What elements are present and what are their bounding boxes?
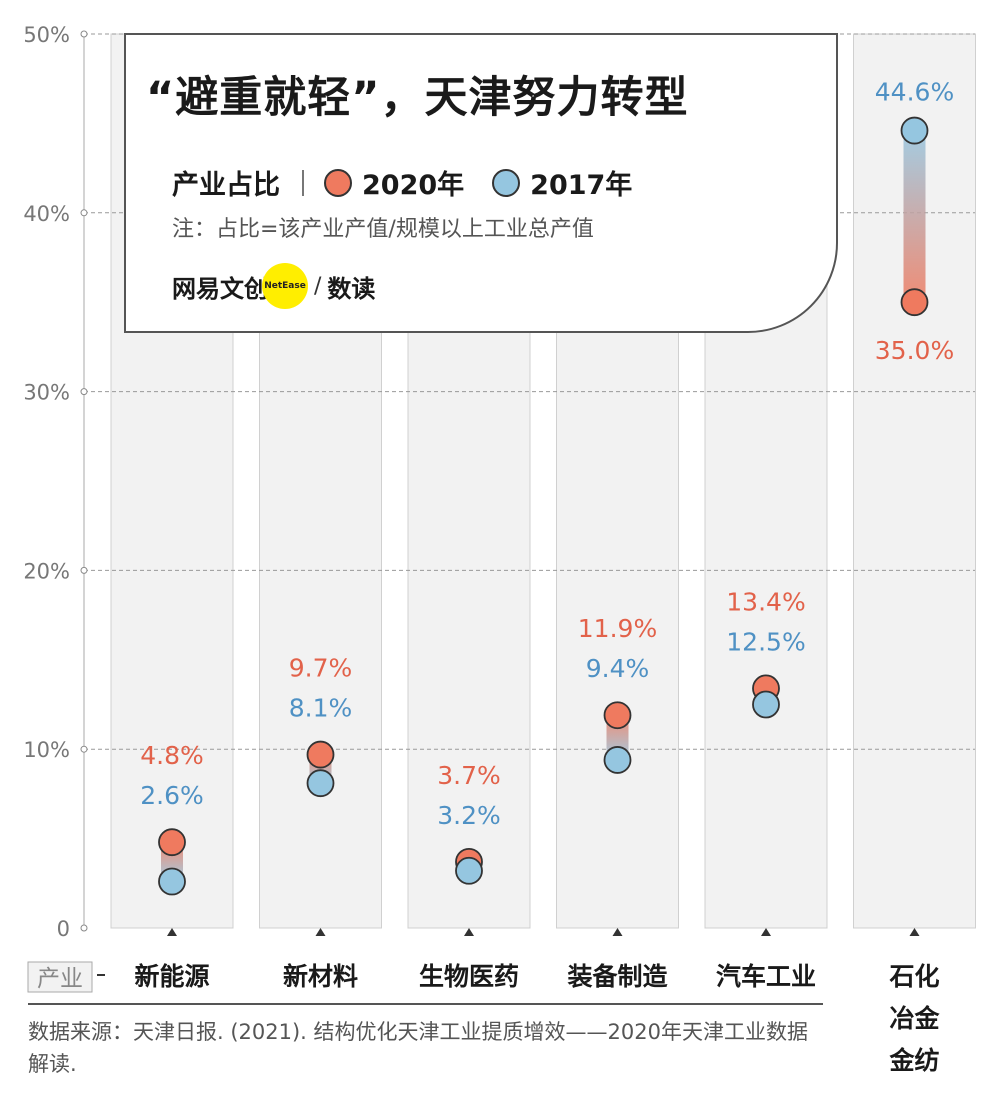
point-2020 — [158, 828, 186, 857]
brand: 网易文创 NetEase / 数读 — [172, 263, 375, 309]
legend-item-2017: 2017年 — [492, 163, 632, 202]
y-tick-marker — [80, 209, 88, 217]
chart-note: 注：占比=该产业产值/规模以上工业总产值 — [172, 217, 594, 242]
point-2017 — [752, 690, 780, 719]
point-2020 — [603, 701, 632, 730]
y-tick-label: 50% — [23, 23, 70, 47]
connector-band — [903, 130, 926, 303]
data-label-2017: 9.4% — [586, 654, 650, 683]
data-label-2020: 11.9% — [578, 614, 657, 643]
netease-logo: NetEase — [262, 263, 308, 309]
y-tick-marker — [80, 388, 88, 396]
footer-divider — [28, 1003, 823, 1005]
category-label: 金纺 — [888, 1046, 939, 1075]
y-tick-marker — [80, 745, 88, 753]
data-label-2017: 12.5% — [726, 627, 805, 656]
point-2017 — [900, 116, 929, 145]
category-tick-marker — [612, 928, 623, 936]
data-label-2017: 2.6% — [140, 781, 204, 810]
point-2020 — [900, 288, 929, 317]
legend-separator — [302, 169, 304, 196]
category-label: 汽车工业 — [716, 962, 816, 991]
category-tick-marker — [315, 928, 326, 936]
category-tick-marker — [761, 928, 771, 936]
y-tick-label: 20% — [23, 559, 70, 583]
legend-item-2020: 2020年 — [324, 163, 464, 202]
data-label-2020: 3.7% — [437, 761, 501, 790]
y-tick-marker — [80, 924, 88, 932]
category-label: 生物医药 — [419, 962, 519, 991]
y-tick-marker — [80, 566, 88, 574]
data-label-2020: 35.0% — [875, 336, 954, 365]
y-tick-marker — [80, 30, 88, 38]
data-label-2017: 8.1% — [289, 694, 353, 723]
y-tick-label: 40% — [23, 202, 70, 226]
data-label-2020: 13.4% — [726, 587, 805, 616]
legend: 产业占比 2020年 2017年 — [172, 163, 660, 202]
y-tick-label: 10% — [23, 738, 70, 762]
data-label-2017: 3.2% — [437, 801, 501, 830]
legend-text-2017: 2017年 — [530, 170, 633, 201]
category-tick-marker — [464, 928, 474, 936]
category-tick-marker — [909, 928, 920, 936]
category-label: 装备制造 — [567, 962, 667, 991]
category-label: 石化 — [888, 962, 939, 991]
point-2017 — [158, 867, 186, 896]
chart-title: “避重就轻”，天津努力转型 — [146, 73, 689, 123]
data-source: 数据来源：天津日报. (2021). 结构优化天津工业提质增效——2020年天津… — [28, 1020, 808, 1076]
legend-card: “避重就轻”，天津努力转型 产业占比 2020年 2017年 注：占比=该产业产… — [124, 33, 838, 333]
brand-slash: / — [314, 273, 322, 299]
legend-dot-2020-icon — [324, 168, 352, 197]
point-2020 — [306, 740, 335, 769]
category-label: 新能源 — [134, 962, 209, 991]
brand-sub: 数读 — [327, 274, 376, 303]
y-tick-label: 30% — [23, 381, 70, 405]
data-label-2020: 9.7% — [289, 654, 353, 683]
data-label-2020: 4.8% — [140, 741, 204, 770]
category-label: 新材料 — [283, 962, 358, 991]
legend-label: 产业占比 — [172, 170, 280, 201]
point-2017 — [306, 769, 335, 798]
category-label: 冶金 — [889, 1004, 940, 1033]
point-2017 — [603, 746, 632, 774]
y-tick-label: 0 — [57, 917, 70, 941]
legend-dot-2017-icon — [492, 168, 521, 197]
point-2017 — [455, 856, 483, 885]
brand-name: 网易文创 — [172, 274, 268, 303]
data-label-2017: 44.6% — [875, 78, 954, 107]
x-axis-label: 产业 — [37, 966, 83, 992]
legend-text-2020: 2020年 — [362, 170, 465, 201]
category-tick-marker — [167, 928, 177, 936]
x-axis-label-box — [27, 961, 93, 993]
